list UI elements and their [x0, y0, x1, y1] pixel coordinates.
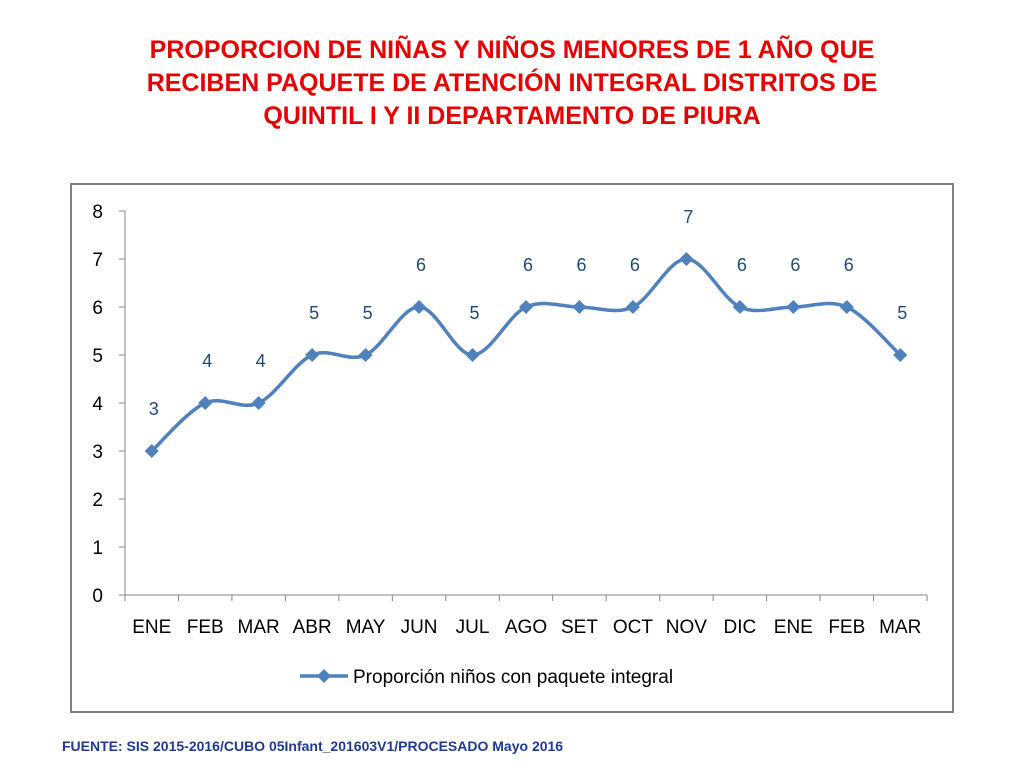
data-point-marker	[465, 348, 480, 362]
x-tick-label: ENE	[774, 617, 813, 638]
data-point-marker	[412, 300, 427, 314]
title-line-3: QUINTIL I Y II DEPARTAMENTO DE PIURA	[263, 102, 761, 130]
data-label: 6	[737, 255, 747, 275]
data-label: 4	[256, 351, 266, 371]
chart-area: 0 1 2 3 4 5 6 7 8 ENE FEB MAR ABR MAY JUN JUL AGO SET OCT…	[70, 183, 954, 713]
y-tick-label: 1	[92, 538, 103, 559]
data-point-marker	[519, 300, 533, 314]
x-tick-label: MAY	[346, 617, 386, 638]
data-point-marker	[144, 444, 159, 458]
data-label: 5	[470, 303, 480, 323]
data-point-marker	[786, 300, 801, 314]
x-tick-label: NOV	[666, 617, 708, 638]
data-label: 6	[576, 255, 586, 275]
data-point-marker	[358, 348, 373, 362]
y-tick-label: 4	[92, 394, 103, 415]
y-tick-label: 2	[92, 490, 103, 511]
x-axis-ticks: ENE FEB MAR ABR MAY JUN JUL AGO SET OCT NOV DIC ENE F…	[124, 595, 928, 638]
x-tick-label: OCT	[613, 617, 654, 638]
x-tick-label: FEB	[828, 617, 865, 638]
y-tick-label: 7	[92, 250, 103, 271]
chart-title: PROPORCION DE NIÑAS Y NIÑOS MENORES DE 1…	[60, 34, 964, 133]
y-tick-label: 0	[92, 586, 103, 607]
x-tick-label: JUN	[401, 617, 438, 638]
data-point-marker	[251, 396, 266, 410]
y-tick-label: 8	[92, 202, 103, 223]
x-tick-label: MAR	[879, 617, 921, 638]
data-label: 6	[416, 255, 426, 275]
data-point-marker	[625, 300, 640, 314]
data-labels: 3 4 4 5 5 6 5 6 6 6 7 6 6 6 5	[149, 207, 908, 419]
x-tick-label: JUL	[456, 617, 490, 638]
y-tick-label: 6	[92, 298, 103, 319]
data-point-marker	[572, 300, 587, 314]
data-label: 7	[683, 207, 693, 227]
title-line-2: RECIBEN PAQUETE DE ATENCIÓN INTEGRAL DIS…	[146, 69, 878, 97]
data-label: 3	[149, 399, 159, 419]
x-tick-label: SET	[561, 617, 598, 638]
data-point-marker	[305, 348, 320, 362]
legend: Proporción niños con paquete integral	[300, 667, 673, 688]
legend-label: Proporción niños con paquete integral	[353, 667, 673, 688]
data-label: 6	[630, 255, 640, 275]
data-point-marker	[198, 396, 213, 410]
data-label: 6	[523, 255, 533, 275]
source-note: FUENTE: SIS 2015-2016/CUBO 05Infant_2016…	[62, 738, 564, 754]
data-point-marker	[679, 252, 694, 266]
series-markers	[144, 252, 908, 458]
data-point-marker	[732, 300, 747, 314]
x-tick-label: MAR	[238, 617, 280, 638]
x-tick-label: DIC	[723, 617, 756, 638]
data-label: 6	[844, 255, 854, 275]
data-label: 5	[897, 303, 907, 323]
x-tick-label: ENE	[132, 617, 171, 638]
x-tick-label: AGO	[505, 617, 547, 638]
title-line-1: PROPORCION DE NIÑAS Y NIÑOS MENORES DE 1…	[149, 36, 875, 64]
data-label: 5	[309, 303, 319, 323]
data-point-marker	[839, 300, 854, 314]
line-chart: 0 1 2 3 4 5 6 7 8 ENE FEB MAR ABR MAY JUN JUL AGO SET OCT…	[92, 202, 928, 688]
data-point-marker	[893, 348, 908, 362]
x-tick-label: ABR	[293, 617, 332, 638]
x-tick-label: FEB	[187, 617, 224, 638]
y-tick-label: 3	[92, 442, 103, 463]
y-axis-ticks: 0 1 2 3 4 5 6 7 8	[92, 202, 125, 607]
data-label: 4	[202, 351, 212, 371]
legend-marker	[317, 669, 331, 683]
data-label: 5	[363, 303, 373, 323]
data-label: 6	[790, 255, 800, 275]
y-tick-label: 5	[92, 346, 103, 367]
